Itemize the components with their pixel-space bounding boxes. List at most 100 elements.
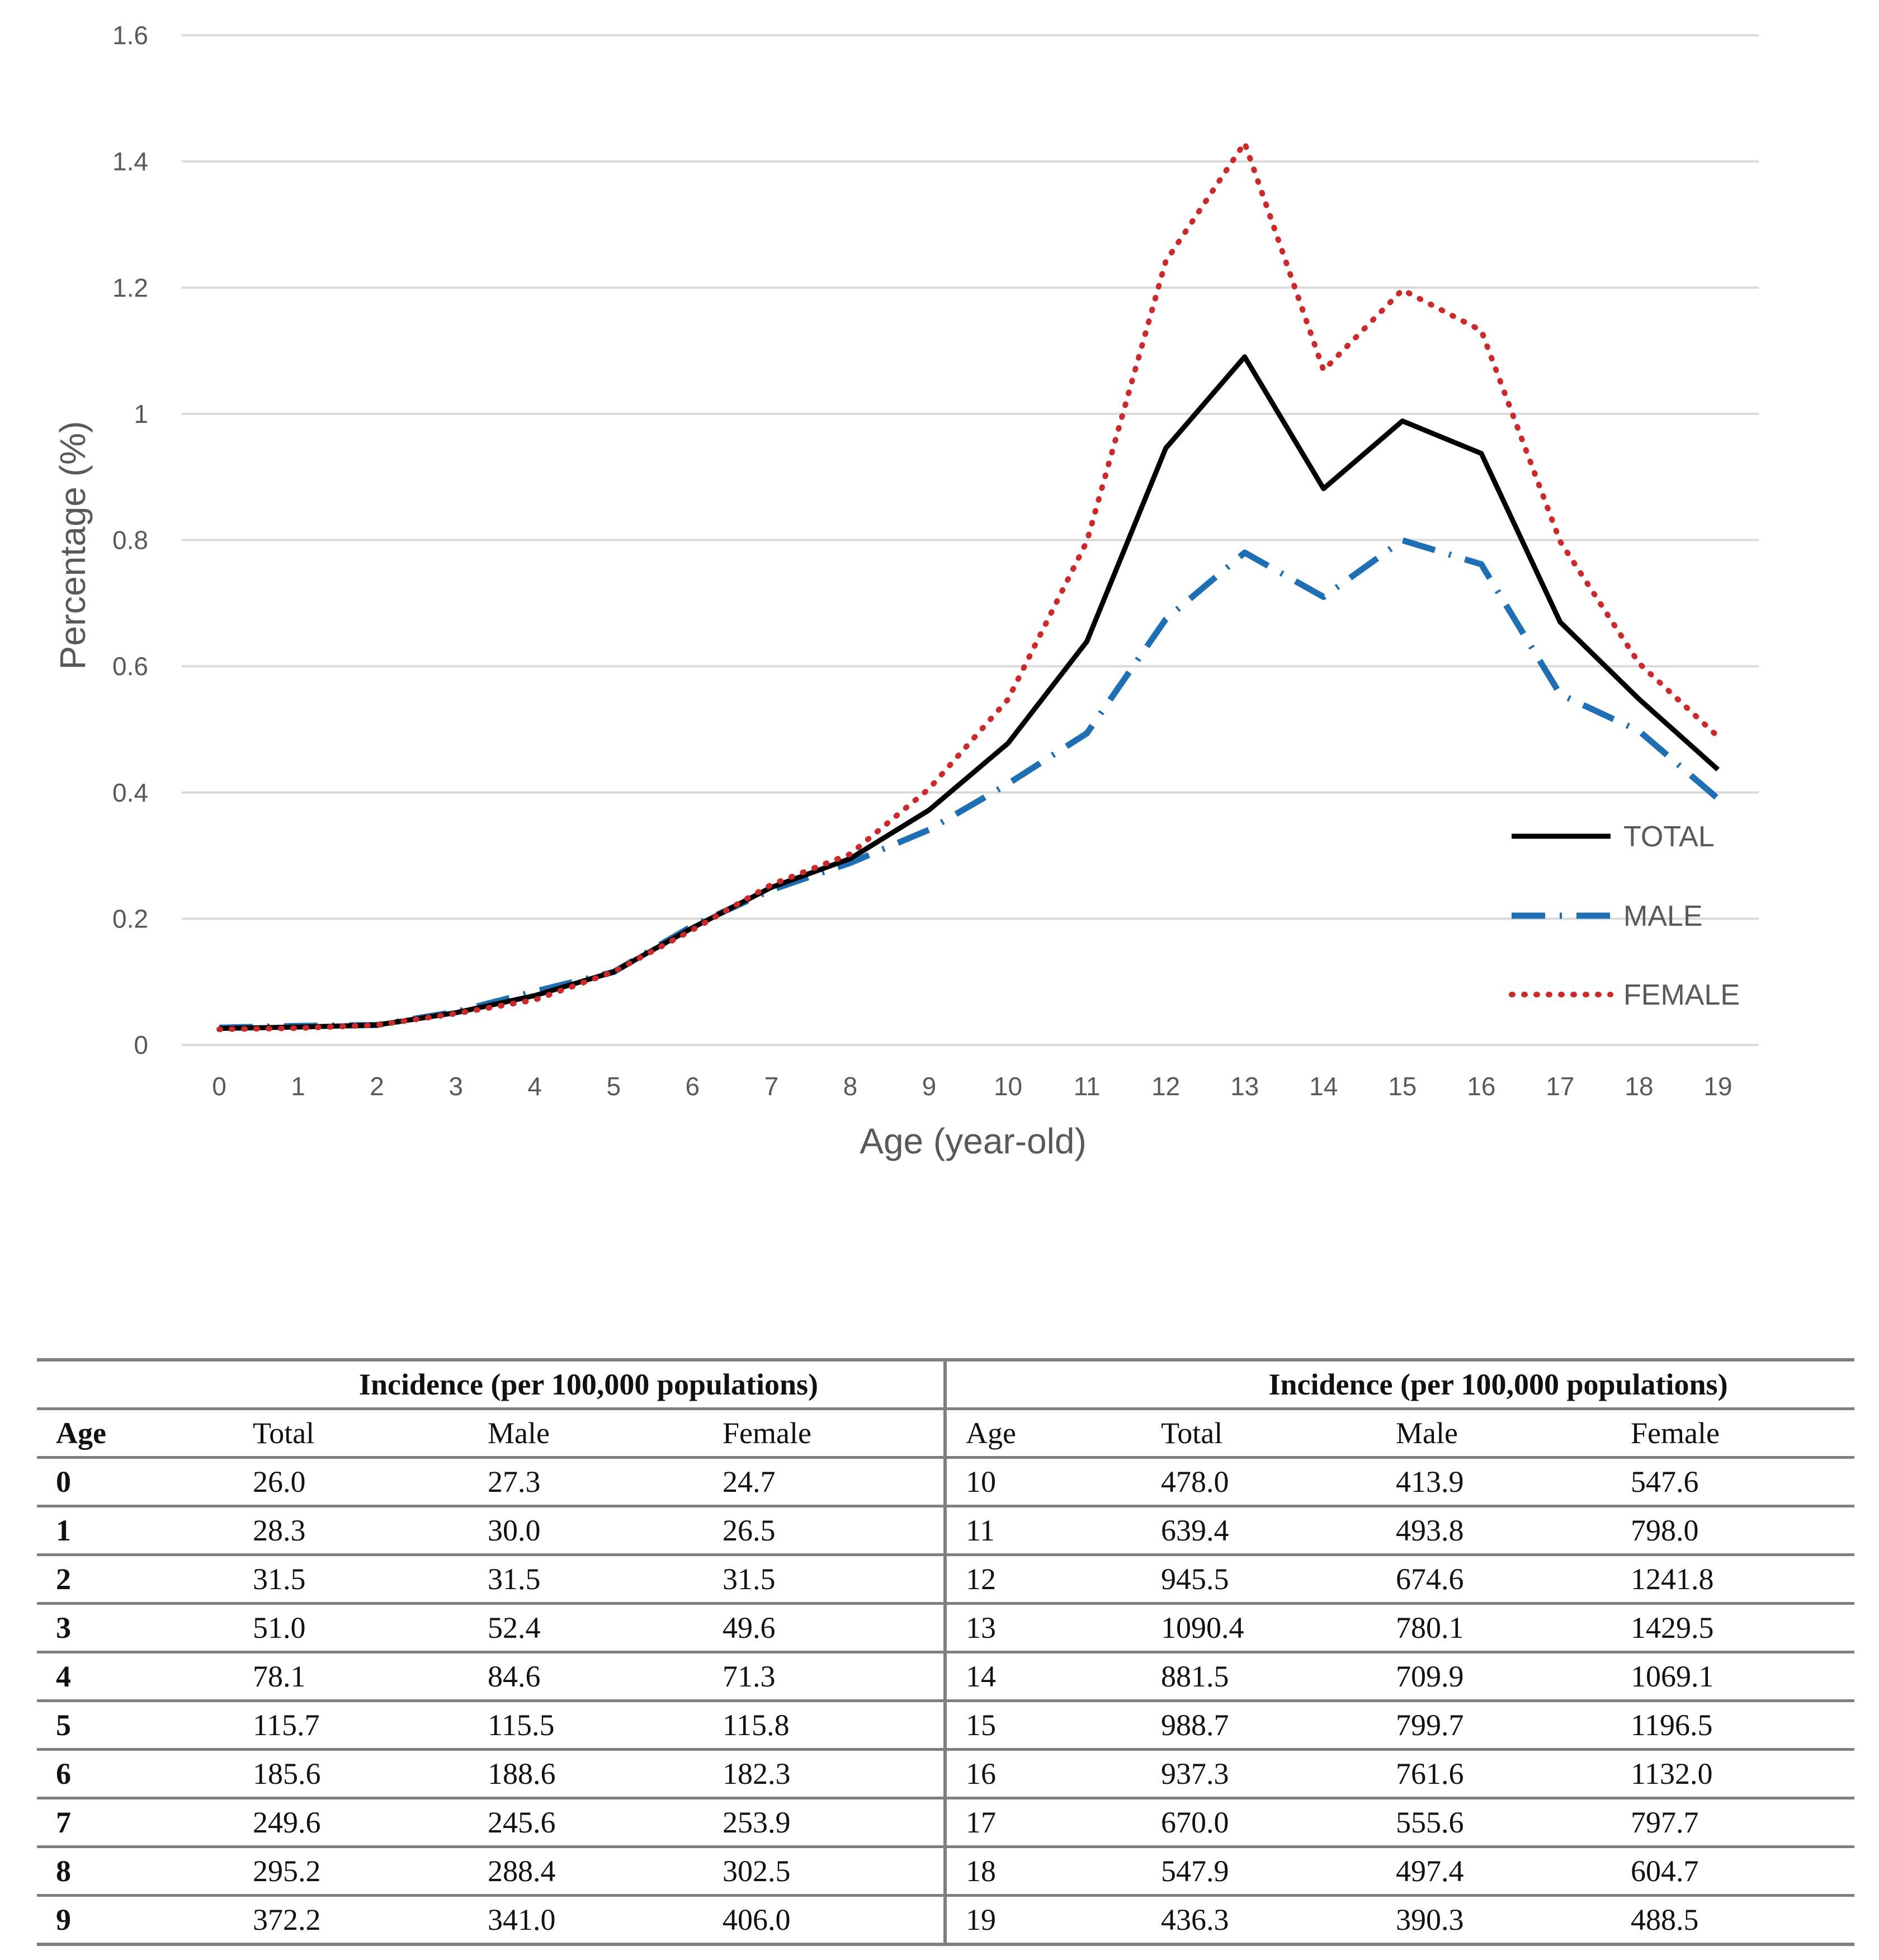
cell-female: 253.9	[723, 1806, 791, 1839]
legend-label-female: FEMALE	[1623, 979, 1740, 1011]
column-header-age: Age	[56, 1416, 106, 1450]
cell-age: 5	[56, 1708, 71, 1742]
series-line-female	[216, 140, 1721, 1033]
cell-total: 372.2	[253, 1903, 321, 1937]
cell-female: 302.5	[723, 1854, 791, 1888]
cell-age: 4	[56, 1660, 71, 1693]
legend-label-total: TOTAL	[1623, 821, 1715, 853]
cell-total: 28.3	[253, 1514, 306, 1547]
group-header-right: Incidence (per 100,000 populations)	[1268, 1368, 1728, 1401]
cell-male: 493.8	[1396, 1514, 1464, 1547]
cell-male: 761.6	[1396, 1757, 1464, 1791]
cell-age: 9	[56, 1903, 71, 1937]
table-row: 2 31.5 31.5 31.5 12 945.5 674.6 1241.8	[37, 1554, 1855, 1604]
cell-total: 436.3	[1161, 1903, 1229, 1937]
cell-male: 115.5	[488, 1708, 555, 1742]
x-tick-label: 2	[370, 1072, 384, 1101]
x-tick-label: 9	[922, 1072, 937, 1101]
series-lines	[216, 140, 1721, 1033]
cell-male: 390.3	[1396, 1903, 1464, 1937]
x-tick-label: 0	[212, 1072, 226, 1101]
y-tick-label: 0.4	[112, 778, 148, 807]
cell-age: 17	[943, 1798, 1142, 1847]
group-header-left: Incidence (per 100,000 populations)	[358, 1368, 819, 1401]
cell-female: 115.8	[723, 1708, 790, 1742]
cell-total: 639.4	[1161, 1514, 1229, 1547]
x-tick-label: 10	[994, 1072, 1022, 1101]
cell-age: 2	[56, 1562, 71, 1596]
incidence-table: Incidence (per 100,000 populations) Inci…	[37, 1358, 1855, 1946]
cell-total: 988.7	[1161, 1708, 1229, 1742]
x-tick-label: 15	[1388, 1072, 1417, 1101]
column-header-female: Female	[723, 1416, 811, 1450]
y-tick-label: 1.2	[112, 273, 148, 302]
cell-total: 115.7	[253, 1708, 320, 1742]
cell-female: 798.0	[1631, 1514, 1699, 1547]
cell-male: 288.4	[488, 1854, 556, 1888]
cell-male: 780.1	[1396, 1611, 1464, 1645]
x-tick-label: 7	[764, 1072, 779, 1101]
cell-female: 1069.1	[1631, 1660, 1714, 1693]
column-header-total: Total	[253, 1416, 315, 1450]
cell-male: 413.9	[1396, 1465, 1464, 1499]
series-line-male	[219, 537, 1720, 1031]
x-tick-label: 5	[606, 1072, 621, 1101]
cell-male: 709.9	[1396, 1660, 1464, 1693]
cell-male: 497.4	[1396, 1854, 1464, 1888]
column-header-total: Total	[1161, 1416, 1223, 1450]
cell-age: 3	[56, 1611, 71, 1645]
x-tick-labels: 0 1 2 3 4 5 6 7 8 9 10 11 12 13 14 15 16 17 18 19	[212, 1072, 1732, 1101]
table-row: 6 185.6 188.6 182.3 16 937.3 761.6 1132.0	[37, 1749, 1855, 1798]
cell-male: 674.6	[1396, 1562, 1464, 1596]
x-tick-label: 4	[527, 1072, 542, 1101]
x-axis-title: Age (year-old)	[860, 1121, 1087, 1161]
cell-age: 13	[943, 1603, 1142, 1652]
table-row: 1 28.3 30.0 26.5 11 639.4 493.8 798.0	[37, 1506, 1855, 1555]
cell-total: 185.6	[253, 1757, 321, 1791]
x-tick-label: 18	[1625, 1072, 1653, 1101]
cell-total: 249.6	[253, 1806, 321, 1839]
cell-total: 31.5	[253, 1562, 306, 1596]
table-row: 4 78.1 84.6 71.3 14 881.5 709.9 1069.1	[37, 1652, 1855, 1701]
x-tick-label: 3	[448, 1072, 463, 1101]
y-tick-label: 1	[134, 399, 148, 428]
cell-total: 945.5	[1161, 1562, 1229, 1596]
cell-total: 1090.4	[1161, 1611, 1244, 1645]
chart-canvas: 00.20.40.60.811.21.41.6 0 1 2 3 4 5 6 7 8 9 10 11 12…	[53, 21, 1759, 1161]
table-body: 0 26.0 27.3 24.7 10 478.0 413.9 547.6 1 28.3 30.0 2…	[37, 1457, 1855, 1944]
table-group-header-row: Incidence (per 100,000 populations) Inci…	[37, 1360, 1855, 1409]
cell-female: 406.0	[723, 1903, 791, 1937]
table-row: 3 51.0 52.4 49.6 13 1090.4 780.1 1429.5	[37, 1603, 1855, 1652]
cell-female: 604.7	[1631, 1854, 1699, 1888]
cell-total: 295.2	[253, 1854, 321, 1888]
legend: TOTAL MALE FEMALE	[1509, 821, 1740, 1011]
cell-female: 488.5	[1631, 1903, 1699, 1937]
x-tick-label: 16	[1467, 1072, 1495, 1101]
cell-female: 71.3	[723, 1660, 776, 1693]
cell-age: 7	[56, 1806, 71, 1839]
cell-female: 1132.0	[1631, 1757, 1713, 1791]
cell-male: 52.4	[488, 1611, 541, 1645]
x-tick-label: 8	[843, 1072, 858, 1101]
cell-total: 881.5	[1161, 1660, 1229, 1693]
cell-male: 84.6	[488, 1660, 541, 1693]
cell-age: 11	[943, 1506, 1142, 1555]
cell-age: 14	[943, 1652, 1142, 1701]
column-header-male: Male	[488, 1416, 550, 1450]
series-line-total	[219, 354, 1720, 1031]
cell-female: 49.6	[723, 1611, 776, 1645]
cell-female: 24.7	[723, 1465, 776, 1499]
y-tick-label: 0.6	[112, 652, 148, 681]
y-tick-label: 1.6	[112, 21, 148, 50]
cell-male: 245.6	[488, 1806, 556, 1839]
x-tick-label: 13	[1230, 1072, 1259, 1101]
cell-female: 797.7	[1631, 1806, 1699, 1839]
cell-male: 555.6	[1396, 1806, 1464, 1839]
y-tick-label: 0.8	[112, 526, 148, 555]
cell-age: 12	[943, 1554, 1142, 1604]
cell-total: 51.0	[253, 1611, 306, 1645]
cell-male: 27.3	[488, 1465, 541, 1499]
x-tick-label: 17	[1546, 1072, 1574, 1101]
table-row: 8 295.2 288.4 302.5 18 547.9 497.4 604.7	[37, 1846, 1855, 1896]
empty-header-cell	[37, 1360, 234, 1409]
